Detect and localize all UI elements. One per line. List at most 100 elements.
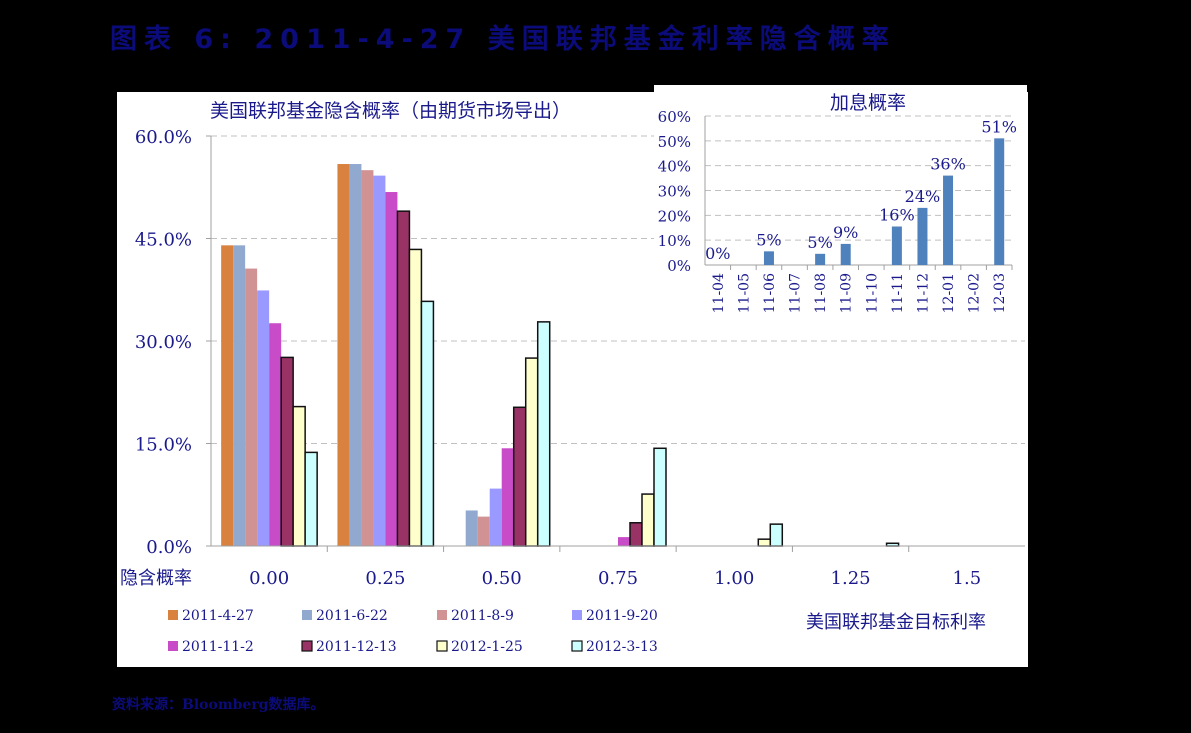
inset-x-tick-label: 11-09 (839, 273, 855, 313)
legend-label: 2012-3-13 (586, 639, 658, 655)
inset-x-tick-label: 11-12 (915, 273, 931, 313)
inset-x-tick-label: 12-03 (992, 273, 1008, 313)
x-tick-label: 0.25 (365, 568, 405, 589)
inset-data-label: 24% (905, 187, 941, 206)
legend-swatch (437, 610, 447, 620)
inset-y-tick-label: 0% (667, 257, 691, 275)
bar (653, 447, 667, 547)
legend-swatch (168, 641, 178, 651)
inset-x-tick-label: 11-07 (788, 273, 804, 313)
inset-chart-background (654, 85, 1027, 325)
inset-y-tick-label: 20% (658, 207, 691, 225)
legend-swatch (571, 640, 583, 652)
bar (337, 164, 350, 546)
x-tick-label: 0.00 (249, 568, 289, 589)
inset-x-tick-label: 11-06 (762, 273, 778, 313)
bar (501, 448, 514, 546)
bar (304, 451, 318, 547)
inset-y-tick-label: 10% (658, 232, 691, 250)
x-tick-label: 1.5 (953, 568, 982, 589)
inset-x-tick-label: 12-02 (967, 273, 983, 313)
inset-x-tick-label: 11-10 (864, 273, 880, 313)
x-tick-label: 0.50 (482, 568, 522, 589)
bar (757, 538, 772, 547)
inset-y-tick-label: 60% (658, 108, 691, 126)
inset-y-tick-label: 40% (658, 158, 691, 176)
inset-data-label: 5% (807, 233, 832, 252)
inset-y-tick-label: 50% (658, 133, 691, 151)
x-tick-label: 1.00 (714, 568, 754, 589)
x-axis-title: 美国联邦基金目标利率 (806, 612, 986, 633)
bar (373, 175, 386, 546)
inset-data-label: 16% (879, 206, 915, 225)
inset-data-label: 36% (930, 155, 966, 174)
bar (465, 510, 478, 546)
bar (221, 245, 234, 547)
inset-bar (763, 251, 774, 265)
bar (257, 290, 270, 546)
bar (396, 210, 411, 547)
inset-bar (917, 207, 928, 265)
x-tick-label: 0.75 (598, 568, 638, 589)
legend-swatch (301, 640, 313, 652)
bar (420, 300, 435, 547)
bar (361, 170, 374, 546)
legend-label: 2011-4-27 (182, 608, 254, 624)
inset-y-tick-label: 30% (658, 183, 691, 201)
inset-bar (840, 243, 851, 265)
bar (629, 522, 643, 547)
inset-x-tick-label: 11-04 (711, 273, 727, 313)
y-tick-label: 15.0% (135, 435, 192, 456)
page-title: 图表 6: 2011-4-27 美国联邦基金利率隐含概率 (110, 24, 896, 55)
legend-swatch (168, 610, 178, 620)
inset-x-tick-label: 11-11 (890, 273, 906, 313)
x-axis-left-label: 隐含概率 (120, 568, 192, 589)
y-tick-label: 60.0% (135, 127, 192, 148)
bar (641, 493, 655, 547)
y-tick-label: 30.0% (135, 332, 192, 353)
legend-label: 2011-6-22 (316, 608, 388, 624)
bar (385, 192, 398, 547)
inset-data-label: 51% (981, 117, 1017, 136)
bar (292, 405, 306, 547)
bar (489, 488, 502, 546)
inset-x-tick-label: 11-05 (736, 273, 752, 313)
y-tick-label: 45.0% (135, 230, 192, 251)
legend-swatch (572, 610, 582, 620)
bar (477, 516, 490, 546)
inset-data-label: 5% (756, 230, 781, 249)
legend-label: 2011-8-9 (451, 608, 514, 624)
legend-swatch (302, 610, 312, 620)
legend: 2011-4-27 2011-6-22 2011-8-9 2011-9-20 2011-… (168, 608, 658, 655)
bar (245, 268, 258, 546)
main-chart-axes: 0.0% 15.0% 30.0% 45.0% 60.0% 0.00 0.25 0.50 0.75… (135, 127, 1025, 589)
inset-chart: 0% 10% 20% 30% 40% 50% 60% 11-04 0% 11-05 11-06 5% 1… (658, 108, 1017, 313)
inset-x-tick-label: 12-01 (941, 273, 957, 313)
inset-bar (815, 253, 826, 265)
main-chart-title: 美国联邦基金隐含概率（由期货市场导出） (210, 100, 571, 122)
bar (269, 323, 282, 546)
inset-x-tick-label: 11-08 (813, 273, 829, 313)
bar (408, 248, 423, 547)
bar (512, 406, 527, 547)
inset-bar (994, 138, 1005, 265)
bar (536, 321, 551, 547)
source-note: 资料来源：Bloomberg数据库。 (112, 697, 325, 713)
legend-label: 2011-11-2 (182, 639, 254, 655)
inset-chart-title: 加息概率 (830, 92, 906, 114)
y-tick-label: 0.0% (146, 537, 192, 558)
inset-data-label: 0% (705, 244, 730, 263)
legend-label: 2011-9-20 (586, 608, 658, 624)
inset-bar (891, 226, 902, 265)
inset-data-label: 9% (833, 223, 858, 242)
bar (280, 356, 294, 547)
bar (769, 523, 784, 547)
bar (349, 164, 362, 546)
x-tick-label: 1.25 (831, 568, 871, 589)
legend-swatch (436, 640, 448, 652)
legend-label: 2012-1-25 (451, 639, 523, 655)
legend-label: 2011-12-13 (316, 639, 397, 655)
bar (618, 537, 630, 546)
bar (233, 245, 246, 547)
